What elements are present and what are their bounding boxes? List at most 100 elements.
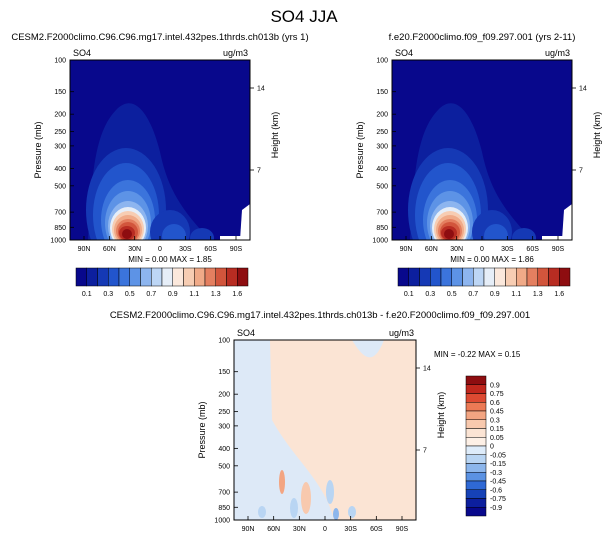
y-tick-label: 400	[54, 166, 66, 173]
units-label: ug/m3	[545, 48, 570, 58]
colorbar-label: 0.05	[490, 435, 504, 442]
colorbar-label: 0.7	[468, 291, 478, 298]
colorbar-swatch	[465, 402, 487, 412]
contour-band	[484, 224, 508, 240]
x-tick-label: 30N	[128, 246, 141, 253]
y-tick-label: 150	[218, 369, 230, 376]
colorbar-swatch	[151, 267, 163, 287]
x-tick-label: 30S	[179, 246, 192, 253]
x-tick-label: 60N	[267, 526, 280, 533]
panel-2: f.e20.F2000climo.f09_f09.297.001 (yrs 2-…	[355, 32, 602, 298]
x-tick-label: 60S	[370, 526, 383, 533]
colorbar-swatch	[465, 384, 487, 394]
y-tick-label: 700	[376, 210, 388, 217]
colorbar-swatch	[465, 463, 487, 473]
y-tick-label: 150	[54, 89, 66, 96]
colorbar-label: 1.3	[211, 291, 221, 298]
colorbar-label: -0.45	[490, 479, 506, 486]
y-tick-label: 150	[376, 89, 388, 96]
y-tick-label: 200	[54, 112, 66, 119]
y-tick-label: 850	[54, 225, 66, 232]
colorbar-label: 1.1	[189, 291, 199, 298]
y-tick-label: 1000	[372, 238, 388, 245]
y-tick-label: 1000	[214, 518, 230, 525]
contour-band	[512, 228, 536, 240]
x-tick-label: 90N	[78, 246, 91, 253]
colorbar-label: 1.1	[511, 291, 521, 298]
colorbar-swatch	[465, 410, 487, 420]
contour-band	[444, 229, 454, 239]
x-tick-label: 0	[323, 526, 327, 533]
contour-band	[326, 480, 334, 504]
colorbar-swatch	[408, 267, 420, 287]
colorbar-swatch	[505, 267, 517, 287]
y-tick-label: 500	[54, 183, 66, 190]
y-tick-label: 250	[54, 129, 66, 136]
colorbar-swatch	[86, 267, 98, 287]
colorbar-swatch	[226, 267, 238, 287]
colorbar-swatch	[118, 267, 130, 287]
colorbar-label: 0.9	[490, 382, 500, 389]
terrain-mask	[240, 204, 250, 240]
colorbar-swatch	[108, 267, 120, 287]
colorbar-label: -0.9	[490, 505, 502, 512]
colorbar-label: 1.3	[533, 291, 543, 298]
colorbar-label: -0.15	[490, 461, 506, 468]
x-tick-label: 60N	[425, 246, 438, 253]
colorbar-label: 0.5	[125, 291, 135, 298]
colorbar-swatch	[473, 267, 485, 287]
x-tick-label: 60N	[103, 246, 116, 253]
units-label: ug/m3	[389, 328, 414, 338]
y-axis-label: Pressure (mb)	[197, 401, 207, 458]
field-layer	[392, 60, 572, 240]
colorbar-label: 0.3	[103, 291, 113, 298]
y-right-tick-label: 14	[257, 86, 265, 93]
y-tick-label: 400	[376, 166, 388, 173]
variable-label: SO4	[73, 48, 91, 58]
colorbar-swatch	[465, 375, 487, 385]
y-tick-label: 500	[376, 183, 388, 190]
colorbar-swatch	[465, 445, 487, 455]
contour-band	[190, 228, 214, 240]
contour-band	[279, 470, 285, 494]
y-tick-label: 700	[54, 210, 66, 217]
colorbar-label: 0.45	[490, 409, 504, 416]
contour-band	[258, 506, 266, 518]
y-axis-label: Pressure (mb)	[355, 121, 365, 178]
colorbar-label: 0.7	[146, 291, 156, 298]
contour-band	[122, 229, 132, 239]
colorbar-label: 0.6	[490, 400, 500, 407]
y-tick-label: 400	[218, 446, 230, 453]
colorbar-label: 0.9	[490, 291, 500, 298]
colorbar-swatch	[494, 267, 506, 287]
y-tick-label: 200	[218, 392, 230, 399]
y-tick-label: 700	[218, 490, 230, 497]
variable-label: SO4	[237, 328, 255, 338]
x-tick-label: 60S	[526, 246, 539, 253]
colorbar-label: -0.05	[490, 452, 506, 459]
y-right-axis-label: Height (km)	[592, 112, 602, 159]
colorbar-swatch	[516, 267, 528, 287]
colorbar-label: 0.9	[168, 291, 178, 298]
contour-band	[348, 506, 356, 518]
x-tick-label: 30S	[344, 526, 357, 533]
min-max-stats: MIN = -0.22 MAX = 0.15	[434, 350, 521, 359]
panel-3: CESM2.F2000climo.C96.C96.mg17.intel.432p…	[110, 310, 530, 533]
colorbar-swatch	[526, 267, 538, 287]
y-tick-label: 100	[218, 338, 230, 345]
colorbar-label: 0.5	[447, 291, 457, 298]
contour-band	[270, 340, 416, 520]
y-right-tick-label: 7	[423, 448, 427, 455]
colorbar-swatch	[194, 267, 206, 287]
field-layer	[234, 340, 416, 520]
colorbar-swatch	[537, 267, 549, 287]
colorbar-swatch	[465, 472, 487, 482]
x-tick-label: 30S	[501, 246, 514, 253]
x-tick-label: 0	[158, 246, 162, 253]
colorbar-swatch	[172, 267, 184, 287]
colorbar-label: -0.75	[490, 496, 506, 503]
variable-label: SO4	[395, 48, 413, 58]
y-tick-label: 1000	[50, 238, 66, 245]
y-tick-label: 300	[218, 423, 230, 430]
